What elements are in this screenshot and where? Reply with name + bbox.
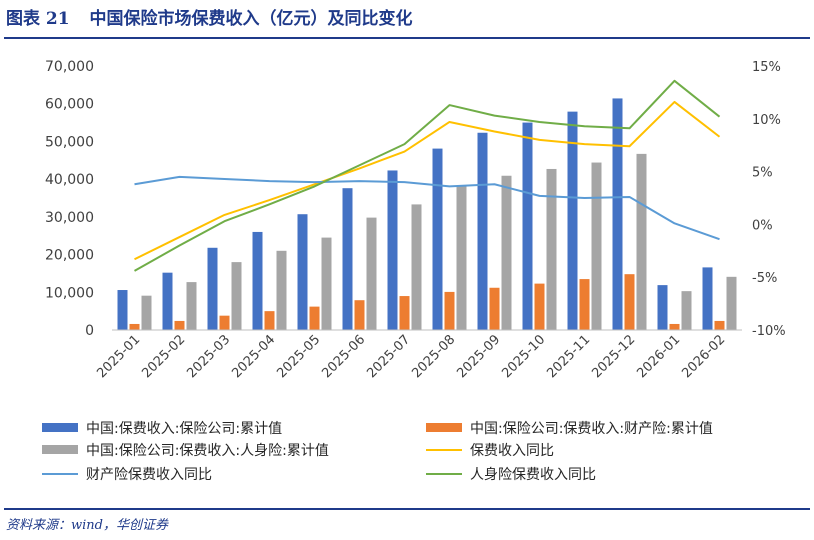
bar: [501, 175, 512, 330]
bar: [726, 276, 737, 330]
figure-title: 图表 21 中国保险市场保费收入（亿元）及同比变化: [6, 4, 427, 30]
y-left-tick-label: 60,000: [45, 97, 94, 113]
legend-swatch: [42, 423, 78, 432]
bar: [354, 300, 365, 330]
bar: [432, 148, 443, 330]
series-line: [134, 79, 721, 272]
y-left-tick-label: 10,000: [45, 285, 94, 301]
x-tick-label: 2025-02: [139, 332, 188, 381]
bar: [489, 287, 500, 330]
bar: [522, 122, 533, 330]
bar: [612, 98, 623, 330]
bar: [546, 168, 557, 330]
legend-label: 财产险保费收入同比: [86, 467, 212, 483]
bar: [276, 250, 287, 330]
bar: [252, 231, 263, 330]
bar: [219, 315, 230, 330]
bar: [714, 320, 725, 330]
bar: [702, 267, 713, 330]
x-tick-label: 2025-11: [544, 332, 593, 381]
bar: [321, 237, 332, 330]
bar: [162, 272, 173, 330]
y-right-tick-label: 5%: [752, 166, 773, 181]
series-line: [134, 100, 721, 261]
x-tick-label: 2025-12: [589, 332, 638, 381]
x-tick-label: 2025-07: [364, 332, 413, 381]
bar: [411, 204, 422, 330]
top-rule: [4, 37, 810, 39]
chart-title: 中国保险市场保费收入（亿元）及同比变化: [89, 9, 413, 29]
lines-layer: [134, 79, 721, 272]
bar: [342, 188, 353, 330]
y-right-tick-label: 10%: [752, 113, 781, 128]
bar: [309, 306, 320, 330]
legend-label: 保费收入同比: [470, 443, 554, 459]
chart: 0 10,000 20,000 30,000 40,000 50,000 60,000 70,…: [42, 59, 786, 483]
y-left-tick-label: 0: [85, 323, 94, 339]
y-left-tick-label: 20,000: [45, 248, 94, 264]
bar: [231, 262, 242, 330]
bar: [264, 311, 275, 330]
bar: [456, 186, 467, 330]
bar: [141, 295, 152, 330]
y-right-tick-label: -10%: [752, 324, 786, 339]
x-tick-label: 2025-08: [409, 332, 458, 381]
figure-label: 图表 21: [6, 9, 70, 29]
legend-swatch: [426, 423, 462, 432]
x-tick-label: 2025-06: [319, 332, 368, 381]
y-left-tick-label: 70,000: [45, 59, 94, 75]
legend: 中国:保费收入:保险公司:累计值 中国:保险公司:保费收入:财产险:累计值中国:保…: [42, 421, 713, 483]
x-tick-label: 2025-09: [454, 332, 503, 381]
legend-label: 人身险保费收入同比: [470, 467, 596, 483]
bar: [387, 170, 398, 330]
bar: [636, 153, 647, 330]
bar: [477, 132, 488, 330]
legend-swatch: [42, 445, 78, 454]
bar: [624, 274, 635, 330]
bar: [117, 290, 128, 330]
x-tick-label: 2026-01: [634, 332, 683, 381]
legend-label: 中国:保险公司:保费收入:财产险:累计值: [470, 421, 713, 437]
y-right-tick-label: 0%: [752, 218, 773, 233]
x-tick-label: 2025-01: [94, 332, 143, 381]
series-line: [134, 175, 720, 241]
bar: [579, 279, 590, 330]
y-left-tick-label: 40,000: [45, 172, 94, 188]
legend-label: 中国:保险公司:保费收入:人身险:累计值: [86, 443, 329, 459]
bar: [669, 323, 680, 330]
bar: [681, 291, 692, 330]
bar: [534, 283, 545, 330]
bar: [657, 285, 668, 330]
bar: [444, 291, 455, 330]
y-right-tick-label: -5%: [752, 271, 777, 286]
y-left-tick-label: 50,000: [45, 134, 94, 150]
bar: [591, 162, 602, 330]
y-right-tick-label: 15%: [752, 60, 781, 75]
x-tick-label: 2025-03: [184, 332, 233, 381]
bar: [207, 247, 218, 330]
bar: [567, 111, 578, 331]
x-tick-label: 2025-10: [499, 332, 548, 381]
y-left-tick-label: 30,000: [45, 210, 94, 226]
bar: [297, 214, 308, 330]
bar: [366, 217, 377, 330]
bars-layer: [117, 98, 737, 331]
source-note: 资料来源：wind，华创证券: [6, 518, 168, 533]
x-tick-label: 2025-04: [229, 332, 278, 381]
bar: [129, 323, 140, 330]
legend-label: 中国:保费收入:保险公司:累计值: [86, 421, 282, 437]
bar: [399, 296, 410, 330]
bar: [174, 320, 185, 330]
bottom-rule: [4, 508, 810, 510]
x-tick-label: 2026-02: [679, 332, 728, 381]
bar: [186, 282, 197, 330]
x-tick-label: 2025-05: [274, 332, 323, 381]
